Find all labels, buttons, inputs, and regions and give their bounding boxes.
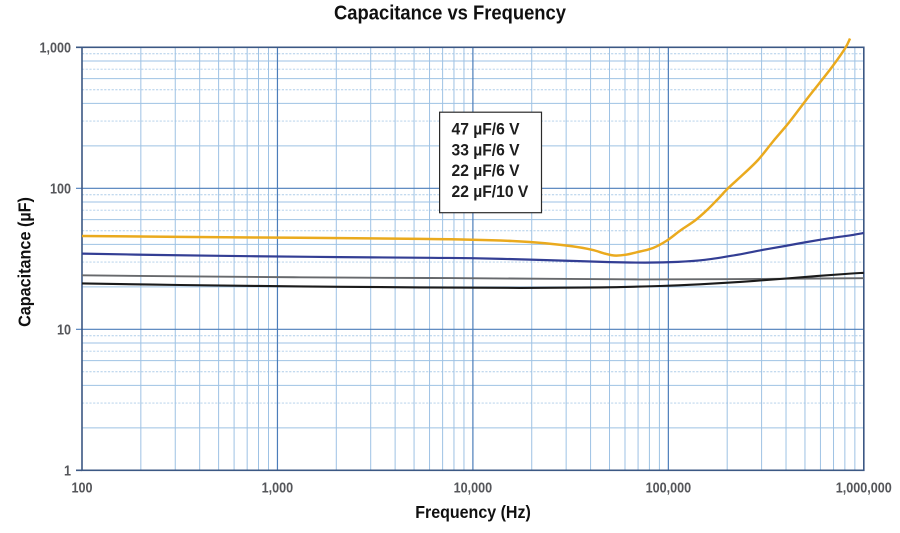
svg-text:100: 100: [71, 478, 92, 495]
svg-text:33 µF/6 V: 33 µF/6 V: [452, 141, 520, 160]
svg-text:Frequency (Hz): Frequency (Hz): [415, 502, 531, 522]
svg-text:10,000: 10,000: [454, 478, 493, 495]
svg-text:100,000: 100,000: [646, 478, 692, 495]
svg-text:Capacitance (µF): Capacitance (µF): [15, 197, 35, 327]
svg-text:1,000,000: 1,000,000: [836, 478, 892, 495]
svg-text:22 µF/6 V: 22 µF/6 V: [452, 162, 520, 181]
svg-text:47 µF/6 V: 47 µF/6 V: [452, 120, 520, 139]
svg-text:10: 10: [57, 320, 71, 337]
svg-text:100: 100: [50, 179, 71, 196]
svg-text:Capacitance vs Frequency: Capacitance vs Frequency: [334, 3, 566, 25]
svg-text:1,000: 1,000: [39, 38, 71, 55]
svg-text:22 µF/10 V: 22 µF/10 V: [452, 182, 529, 201]
svg-text:1: 1: [64, 461, 71, 478]
svg-text:1,000: 1,000: [262, 478, 294, 495]
